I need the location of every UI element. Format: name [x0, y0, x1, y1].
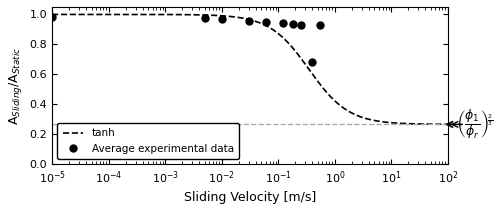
tanh — [70, 13, 75, 16]
tanh — [242, 17, 248, 20]
tanh — [231, 16, 237, 18]
Average experimental data — [298, 24, 304, 27]
Average experimental data — [246, 20, 252, 22]
tanh — [49, 13, 55, 16]
Line: Average experimental data: Average experimental data — [48, 13, 324, 66]
tanh — [361, 117, 367, 119]
Average experimental data — [202, 16, 207, 19]
Average experimental data — [280, 22, 286, 24]
Legend: tanh, Average experimental data: tanh, Average experimental data — [58, 123, 239, 159]
Average experimental data — [290, 23, 296, 25]
Average experimental data — [310, 61, 316, 64]
Y-axis label: A$_{Sliding}$/A$_{Static}$: A$_{Sliding}$/A$_{Static}$ — [7, 46, 24, 125]
Average experimental data — [218, 18, 224, 21]
Average experimental data — [317, 24, 323, 26]
Average experimental data — [49, 15, 55, 18]
tanh — [433, 123, 439, 126]
tanh — [434, 123, 440, 126]
Text: $\left(\dfrac{\phi_1}{\phi_r}\right)^{\!\frac{2}{3}}$: $\left(\dfrac{\phi_1}{\phi_r}\right)^{\!… — [456, 107, 493, 141]
Line: tanh: tanh — [52, 14, 448, 124]
X-axis label: Sliding Velocity [m/s]: Sliding Velocity [m/s] — [184, 191, 316, 204]
Average experimental data — [262, 21, 268, 23]
tanh — [445, 123, 451, 126]
